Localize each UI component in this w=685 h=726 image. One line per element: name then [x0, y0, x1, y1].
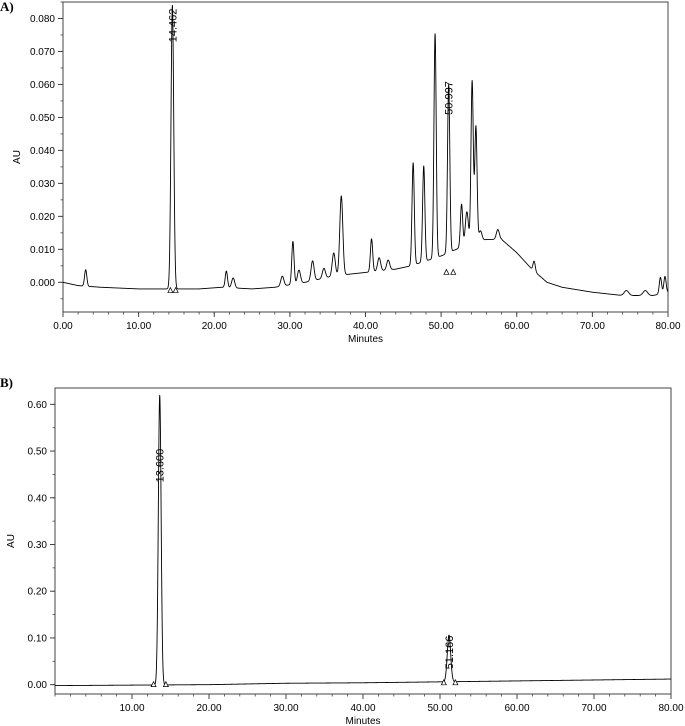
y-tick-label: 0.00: [28, 680, 48, 691]
y-tick-label: 0.050: [30, 113, 55, 124]
peak-label: 51.166: [444, 636, 456, 670]
y-tick-label: 0.060: [30, 80, 55, 91]
peak-label: 13.600: [155, 449, 167, 483]
integration-marker: [443, 268, 450, 275]
y-tick-label: 0.040: [30, 146, 55, 157]
y-axis-label: AU: [12, 150, 23, 164]
x-tick-label: 10.00: [126, 321, 151, 332]
x-tick-label: 40.00: [350, 703, 375, 714]
signal-trace: [62, 4, 669, 296]
y-tick-label: 0.070: [30, 47, 55, 58]
x-tick-label: 80.00: [658, 703, 683, 714]
integration-marker: [162, 680, 169, 688]
integration-marker: [167, 286, 174, 293]
peak-label: 14.462: [167, 9, 179, 43]
signal-trace: [54, 394, 672, 687]
integration-marker: [452, 679, 459, 686]
x-tick-label: 40.00: [353, 321, 378, 332]
y-tick-label: 0.40: [28, 493, 48, 504]
integration-marker: [440, 679, 447, 686]
integration-marker: [172, 286, 179, 293]
y-tick-label: 0.030: [30, 179, 55, 190]
panel-label-a: A): [0, 0, 14, 14]
x-tick-label: 30.00: [273, 703, 298, 714]
x-tick-label: 70.00: [581, 703, 606, 714]
y-tick-label: 0.10: [28, 633, 48, 644]
x-tick-label: 30.00: [277, 321, 302, 332]
y-tick-label: 0.010: [30, 245, 55, 256]
x-tick-label: 60.00: [504, 321, 529, 332]
panel-label-b: B): [0, 375, 13, 390]
y-tick-label: 0.50: [28, 447, 48, 458]
y-tick-label: 0.020: [30, 212, 55, 223]
x-tick-label: 80.00: [655, 321, 680, 332]
y-tick-label: 0.20: [28, 587, 48, 598]
peak-label: 50.997: [444, 81, 456, 115]
x-tick-label: 50.00: [427, 703, 452, 714]
plot-frame: [54, 387, 672, 695]
integration-marker: [150, 680, 157, 688]
y-tick-label: 0.30: [28, 540, 48, 551]
x-tick-label: 10.00: [119, 703, 144, 714]
x-tick-label: 60.00: [504, 703, 529, 714]
chromatogram-a: 0.00 10.00 20.00 30.00 40.00 50.00 60.00 70.00 8…: [12, 1, 681, 345]
x-axis-label: Minutes: [345, 716, 380, 726]
y-tick-label: 0.080: [30, 14, 55, 25]
x-tick-label: 20.00: [202, 321, 227, 332]
x-axis-label: Minutes: [348, 334, 383, 345]
x-tick-label: 70.00: [580, 321, 605, 332]
y-tick-label: 0.000: [30, 278, 55, 289]
y-tick-label: 0.60: [28, 400, 48, 411]
x-tick-label: 50.00: [429, 321, 454, 332]
y-axis-label: AU: [6, 534, 17, 548]
integration-marker: [450, 268, 457, 275]
x-tick-label: 0.00: [53, 321, 73, 332]
x-tick-label: 20.00: [196, 703, 221, 714]
